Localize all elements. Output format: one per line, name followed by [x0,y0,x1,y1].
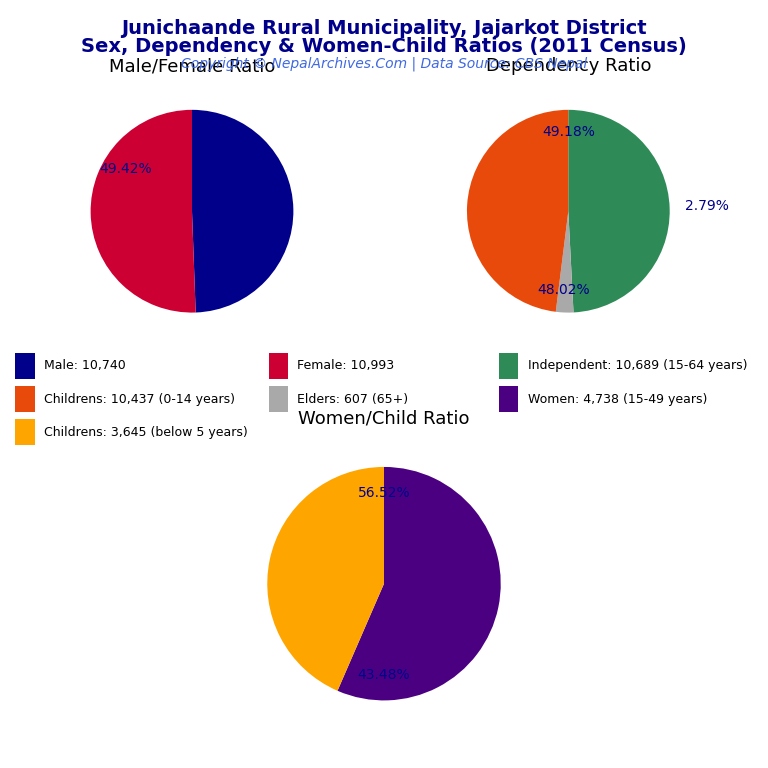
Wedge shape [467,110,568,312]
Bar [499,386,518,412]
Bar [269,386,288,412]
Text: Elders: 607 (65+): Elders: 607 (65+) [297,392,409,406]
Bar [269,353,288,379]
Title: Women/Child Ratio: Women/Child Ratio [298,409,470,428]
Text: Sex, Dependency & Women-Child Ratios (2011 Census): Sex, Dependency & Women-Child Ratios (20… [81,37,687,56]
Text: Childrens: 3,645 (below 5 years): Childrens: 3,645 (below 5 years) [44,425,247,439]
Text: 48.02%: 48.02% [537,283,590,297]
Text: Independent: 10,689 (15-64 years): Independent: 10,689 (15-64 years) [528,359,747,372]
Text: Childrens: 10,437 (0-14 years): Childrens: 10,437 (0-14 years) [44,392,235,406]
Text: 49.18%: 49.18% [542,125,594,139]
Text: 49.42%: 49.42% [100,161,152,176]
Title: Male/Female Ratio: Male/Female Ratio [109,57,275,75]
Wedge shape [91,110,196,313]
Bar [15,386,35,412]
Text: Women: 4,738 (15-49 years): Women: 4,738 (15-49 years) [528,392,707,406]
Text: 50.58%: 50.58% [214,260,267,274]
Wedge shape [192,110,293,313]
Text: Junichaande Rural Municipality, Jajarkot District: Junichaande Rural Municipality, Jajarkot… [121,19,647,38]
Bar [15,353,35,379]
Wedge shape [568,110,670,313]
Title: Dependency Ratio: Dependency Ratio [485,57,651,75]
Wedge shape [267,467,384,690]
Wedge shape [337,467,501,700]
Bar [499,353,518,379]
Text: 56.52%: 56.52% [358,485,410,500]
Text: Female: 10,993: Female: 10,993 [297,359,394,372]
Text: 2.79%: 2.79% [685,199,729,214]
Text: 43.48%: 43.48% [358,667,410,682]
Text: Copyright © NepalArchives.Com | Data Source: CBS Nepal: Copyright © NepalArchives.Com | Data Sou… [181,56,587,71]
Wedge shape [556,211,574,313]
Bar [15,419,35,445]
Text: Male: 10,740: Male: 10,740 [44,359,125,372]
